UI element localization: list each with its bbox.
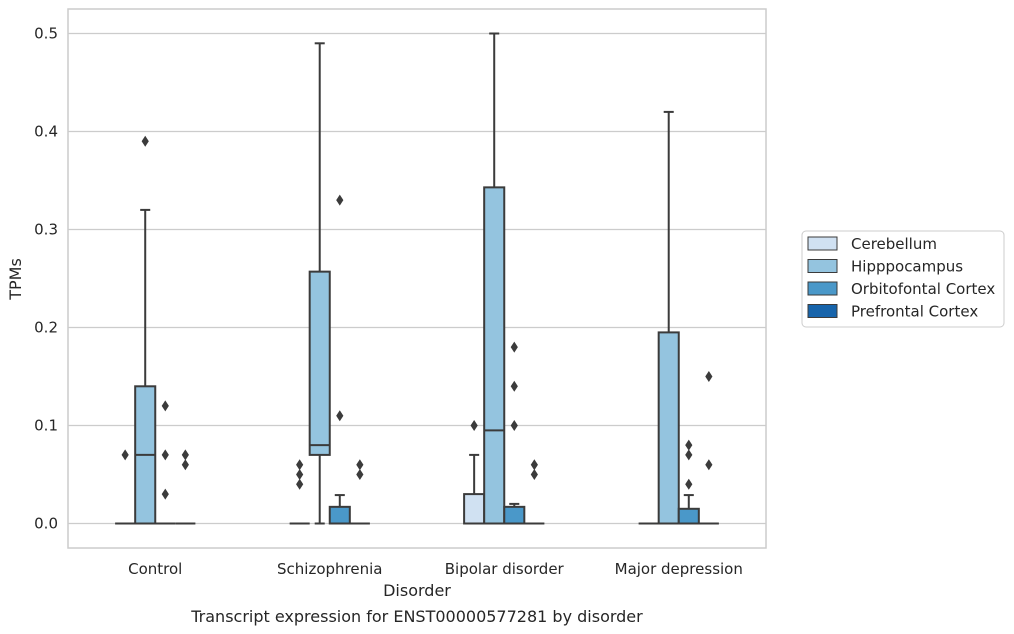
outlier-point (705, 371, 713, 382)
box-orbitofontal-cortex (328, 194, 351, 525)
outlier-point (685, 478, 693, 490)
box-cerebellum (115, 449, 136, 525)
box-prefrontal-cortex (175, 449, 196, 525)
y-tick-label: 0.3 (34, 221, 58, 239)
outlier-point (356, 459, 364, 471)
outlier-point (470, 420, 478, 431)
x-tick-label: Control (128, 560, 182, 578)
box-hipppocampus (657, 110, 680, 525)
outlier-point (296, 469, 304, 480)
box-body (483, 186, 506, 525)
legend-swatch (807, 304, 838, 318)
box-cerebellum (289, 459, 310, 525)
plot-border (67, 8, 767, 549)
outlier-point (161, 400, 169, 412)
outlier-point (530, 459, 538, 471)
x-tick-label: Major depression (615, 560, 743, 578)
x-axis-title: Disorder (383, 581, 451, 600)
outlier-point (336, 194, 344, 206)
box-prefrontal-cortex (698, 371, 719, 525)
box-hipppocampus (483, 32, 506, 525)
box-body (463, 493, 486, 525)
legend-box (801, 230, 1005, 328)
box-orbitofontal-cortex (677, 439, 700, 525)
legend-swatch (807, 236, 838, 251)
outlier-point (510, 380, 518, 392)
box-orbitofontal-cortex (503, 341, 526, 525)
box-body (677, 507, 700, 525)
outlier-point (685, 439, 693, 451)
outlier-point (296, 459, 304, 471)
outlier-point (161, 449, 169, 461)
outlier-point (141, 135, 149, 147)
outlier-point (181, 449, 189, 461)
box-hipppocampus (308, 42, 331, 525)
legend-swatch (807, 281, 838, 296)
y-tick-label: 0.0 (34, 515, 58, 533)
plot-frame (67, 8, 767, 549)
chart-caption: Transcript expression for ENST0000057728… (190, 607, 643, 626)
y-tick-label: 0.1 (34, 417, 58, 435)
outlier-point (121, 449, 129, 461)
outlier-point (510, 420, 518, 431)
x-tick-label: Schizophrenia (277, 560, 382, 578)
x-tick-label: Bipolar disorder (445, 560, 565, 578)
legend-label: Cerebellum (851, 235, 937, 253)
box-hipppocampus (134, 135, 157, 525)
box-orbitofontal-cortex (155, 400, 176, 525)
outlier-point (181, 459, 189, 471)
box-prefrontal-cortex (524, 459, 545, 525)
box-body (328, 505, 351, 525)
outlier-point (705, 459, 713, 471)
outlier-point (685, 449, 693, 461)
y-tick-label: 0.4 (34, 123, 58, 141)
y-axis-title: TPMs (6, 258, 25, 301)
box-body (503, 505, 526, 525)
outlier-point (356, 469, 364, 480)
outlier-point (510, 341, 518, 353)
legend-label: Prefrontal Cortex (851, 303, 978, 321)
legend-swatch (807, 259, 838, 273)
y-tick-labels: 0.0 0.1 0.2 0.3 0.4 0.5 (34, 25, 58, 533)
outlier-point (530, 469, 538, 480)
box-body (657, 331, 680, 525)
y-tick-label: 0.5 (34, 25, 58, 43)
outlier-point (336, 410, 344, 422)
outlier-point (296, 478, 304, 490)
boxes-layer (115, 32, 719, 525)
x-tick-labels: Control Schizophrenia Bipolar disorder Majo… (128, 560, 743, 578)
legend: Cerebellum Hipppocampus Orbitofontal Corte… (801, 230, 1005, 328)
legend-label: Hipppocampus (851, 258, 963, 276)
legend-label: Orbitofontal Cortex (851, 280, 995, 298)
box-cerebellum (463, 420, 486, 525)
y-tick-label: 0.2 (34, 319, 58, 337)
outlier-point (161, 488, 169, 500)
box-body (308, 270, 331, 456)
box-prefrontal-cortex (349, 459, 370, 525)
